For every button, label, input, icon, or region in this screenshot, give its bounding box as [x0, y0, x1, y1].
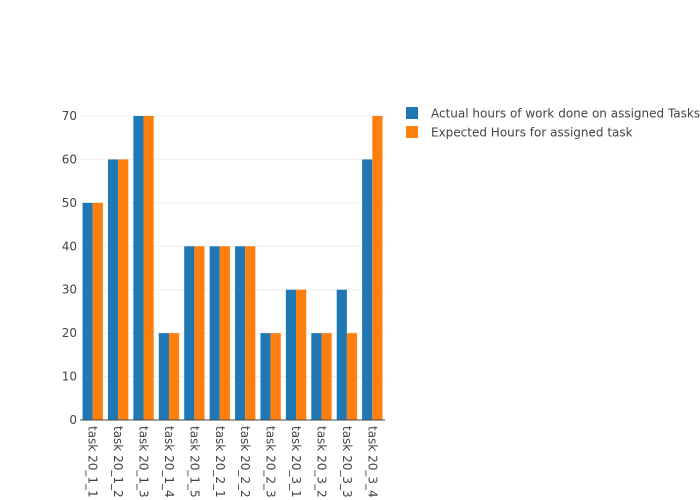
x-tick-label-6: task 20_2_1 — [213, 426, 227, 498]
bar-actual-4[interactable] — [158, 333, 169, 420]
bar-actual-7[interactable] — [235, 246, 246, 420]
x-tick-label-2: task 20_1_2 — [111, 426, 125, 498]
bar-expected-11[interactable] — [346, 333, 358, 420]
bar-actual-9[interactable] — [285, 289, 297, 420]
x-tick-label-7: task 20_2_2 — [238, 426, 252, 498]
bar-expected-2[interactable] — [118, 159, 129, 420]
y-tick-label-10: 10 — [62, 370, 77, 384]
bar-actual-10[interactable] — [311, 333, 322, 420]
legend-label-expected: Expected Hours for assigned task — [431, 126, 633, 140]
y-tick-label-30: 30 — [62, 283, 77, 297]
y-tick-label-60: 60 — [62, 152, 77, 166]
bar-expected-5[interactable] — [194, 246, 205, 420]
bar-expected-7[interactable] — [245, 246, 256, 420]
bar-actual-6[interactable] — [209, 246, 220, 420]
x-tick-label-5: task 20_1_5 — [187, 426, 201, 498]
legend-swatch-expected — [406, 126, 418, 138]
bar-actual-11[interactable] — [336, 289, 347, 420]
x-tick-label-11: task 20_3_3 — [340, 426, 354, 498]
bar-expected-3[interactable] — [143, 116, 154, 420]
legend-item-actual[interactable]: Actual hours of work done on assigned Ta… — [406, 107, 700, 121]
legend-item-expected[interactable]: Expected Hours for assigned task — [406, 126, 633, 140]
legend-label-actual: Actual hours of work done on assigned Ta… — [431, 107, 700, 121]
y-tick-label-0: 0 — [69, 413, 77, 427]
bar-expected-12[interactable] — [372, 116, 383, 420]
x-tick-label-10: task 20_3_2 — [314, 426, 328, 498]
bar-expected-10[interactable] — [321, 333, 332, 420]
x-tick-label-12: task 20_3_4 — [365, 426, 379, 498]
x-tick-labels: task 20_1_1 task 20_1_2 task 20_1_3 task 20… — [86, 426, 380, 498]
x-tick-label-1: task 20_1_1 — [86, 426, 100, 498]
bar-actual-3[interactable] — [133, 116, 144, 420]
x-tick-label-4: task 20_1_4 — [162, 426, 176, 498]
bars — [82, 116, 383, 420]
bar-expected-6[interactable] — [219, 246, 230, 420]
x-tick-label-8: task 20_2_3 — [264, 426, 278, 498]
bar-actual-2[interactable] — [107, 159, 119, 420]
x-tick-label-3: task 20_1_3 — [137, 426, 151, 498]
legend[interactable]: Actual hours of work done on assigned Ta… — [406, 107, 700, 140]
x-tick-label-9: task 20_3_1 — [289, 426, 303, 498]
gridlines — [80, 115, 385, 378]
y-tick-label-40: 40 — [62, 239, 77, 253]
legend-swatch-actual — [406, 107, 418, 119]
y-tick-labels: 0 10 20 30 40 50 60 70 — [62, 109, 77, 427]
bar-expected-9[interactable] — [296, 289, 307, 420]
bar-expected-4[interactable] — [168, 333, 180, 420]
bar-actual-1[interactable] — [82, 202, 93, 420]
bar-actual-5[interactable] — [184, 246, 195, 420]
bar-expected-1[interactable] — [92, 202, 103, 420]
bar-expected-8[interactable] — [270, 333, 281, 420]
y-tick-label-70: 70 — [62, 109, 77, 123]
y-tick-label-20: 20 — [62, 326, 77, 340]
bar-actual-12[interactable] — [362, 159, 373, 420]
y-tick-label-50: 50 — [62, 196, 77, 210]
bar-actual-8[interactable] — [260, 333, 271, 420]
